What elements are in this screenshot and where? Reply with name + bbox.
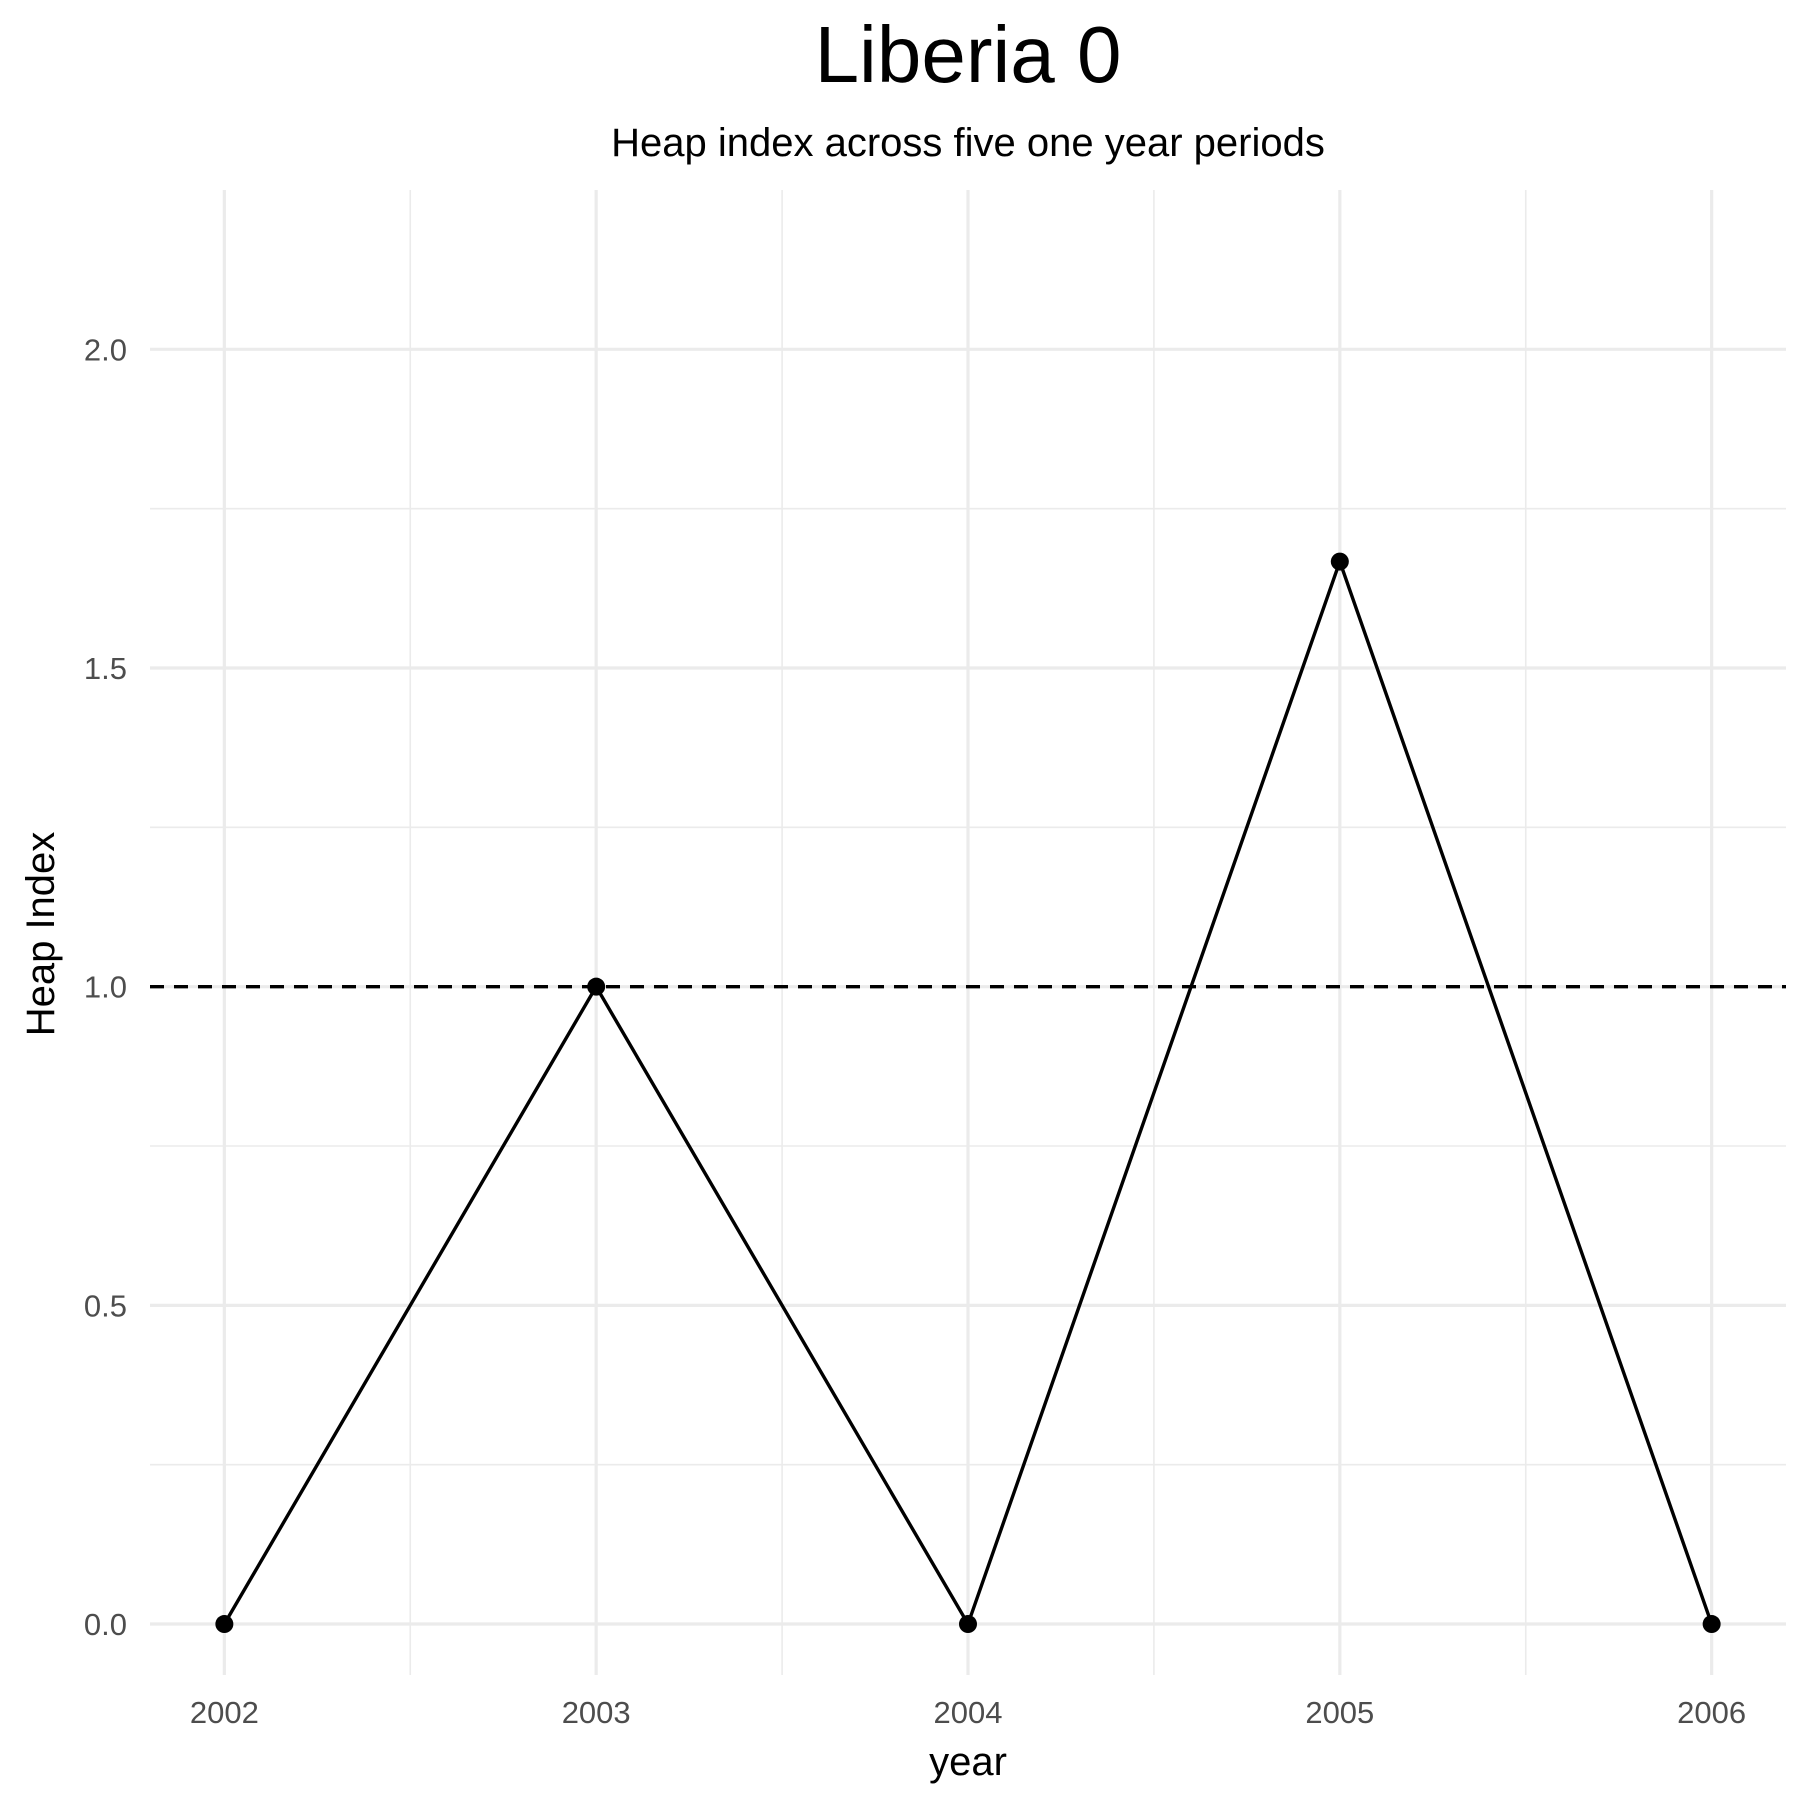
- data-point: [1702, 1615, 1721, 1634]
- x-tick-labels: 2002 2003 2004 2005 2006: [190, 1695, 1746, 1730]
- points-layer: [215, 552, 1721, 1634]
- x-tick-label: 2003: [562, 1695, 631, 1730]
- major-gridlines: [150, 190, 1786, 1675]
- y-tick-label: 1.5: [84, 651, 127, 686]
- x-axis-title: year: [929, 1740, 1007, 1784]
- x-tick-label: 2004: [934, 1695, 1003, 1730]
- y-tick-label: 1.0: [84, 970, 127, 1005]
- x-tick-label: 2006: [1677, 1695, 1746, 1730]
- data-point: [1330, 552, 1349, 571]
- y-axis-title: Heap Index: [19, 832, 63, 1037]
- y-tick-label: 0.0: [84, 1607, 127, 1642]
- chart-title: Liberia 0: [815, 10, 1122, 99]
- x-tick-label: 2002: [190, 1695, 259, 1730]
- chart-subtitle: Heap index across five one year periods: [611, 121, 1325, 165]
- y-tick-label: 0.5: [84, 1288, 127, 1323]
- y-tick-labels: 0.0 0.5 1.0 1.5 2.0: [84, 332, 127, 1642]
- data-point: [587, 977, 606, 996]
- data-point: [959, 1615, 977, 1634]
- x-tick-label: 2005: [1305, 1695, 1374, 1730]
- data-point: [215, 1615, 234, 1634]
- y-tick-label: 2.0: [84, 332, 127, 367]
